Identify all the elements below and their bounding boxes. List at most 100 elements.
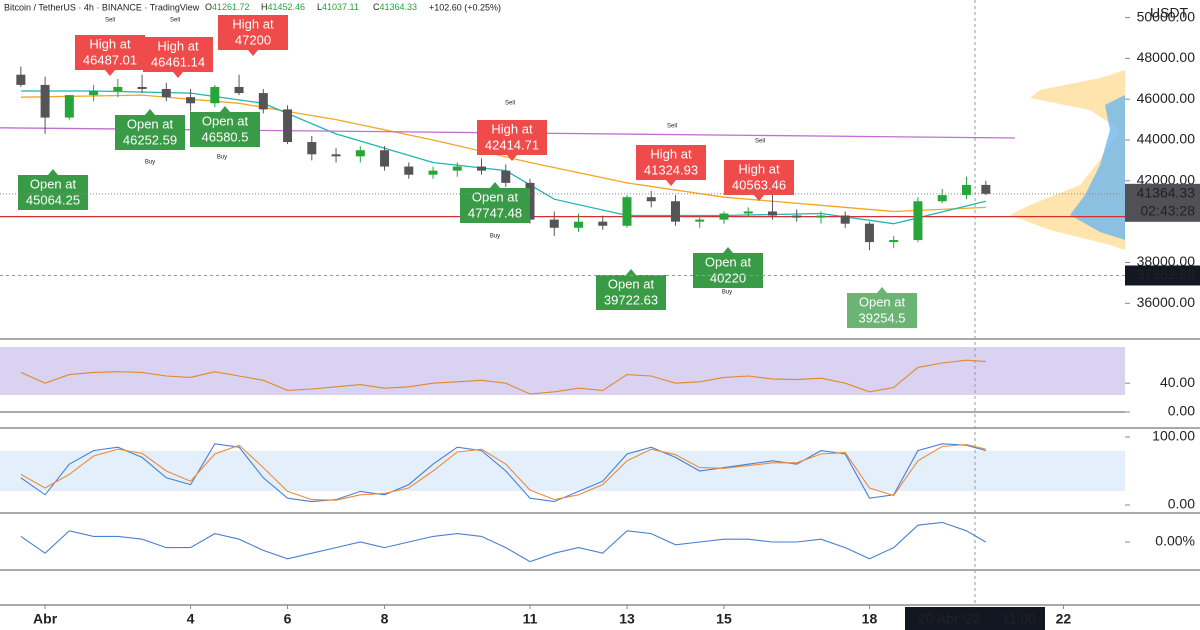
crosshair-price-bg: [1125, 265, 1200, 286]
candle-body: [695, 219, 705, 222]
cursor-time: 11:00: [1002, 611, 1036, 627]
annotation-pointer: [145, 109, 155, 115]
signal: Sell: [755, 139, 765, 145]
annotation-box: [596, 275, 666, 310]
candle-body: [598, 221, 608, 226]
signal: Buy: [490, 234, 500, 240]
y-tick-label: 42000.00: [1137, 172, 1196, 188]
signal: Sell: [667, 124, 677, 130]
candle-body: [981, 184, 991, 194]
annotation-pointer: [666, 180, 676, 186]
crosshair-price: 37362.88: [1137, 266, 1196, 282]
y-tick-label: 46000.00: [1137, 90, 1196, 106]
annotation-box: [477, 120, 547, 155]
candle-body: [161, 88, 171, 98]
annotation-box: [115, 115, 185, 150]
candle-body: [355, 150, 365, 157]
signal: Buy: [722, 290, 732, 296]
annotation-box: [847, 293, 917, 328]
annotation-value: 46461.14: [151, 54, 205, 69]
annotation-value: 40563.46: [732, 177, 786, 192]
annotation-label: High at: [232, 16, 274, 31]
header-symbol: Bitcoin / TetherUS · 4h · BINANCE · Trad…: [4, 2, 200, 12]
volume-profile: [1070, 95, 1125, 240]
x-tick-label: 4: [187, 611, 195, 627]
candle-body: [331, 154, 341, 157]
y-tick-label: 38000.00: [1137, 253, 1196, 269]
candle-body: [210, 86, 220, 104]
annotation-box: [218, 15, 288, 50]
annotation-value: 47747.48: [468, 205, 522, 220]
ohlc: C41364.33: [373, 2, 417, 12]
y-tick-label: 0.00: [1168, 403, 1195, 419]
annotation-label: Open at: [705, 254, 752, 269]
annotation-label: High at: [89, 36, 131, 51]
signal: Sell: [105, 18, 115, 24]
candle-body: [840, 215, 850, 224]
y-tick-label: 48000.00: [1137, 49, 1196, 65]
candle-body: [889, 240, 899, 243]
y-tick-label: 100.00: [1152, 428, 1195, 444]
candle-body: [719, 213, 729, 220]
stoch-band: [0, 451, 1125, 491]
annotation-pointer: [877, 287, 887, 293]
annotation-value: 47200: [235, 32, 271, 47]
candle-body: [816, 215, 826, 218]
line: [20, 443, 986, 501]
candle-body: [767, 211, 777, 216]
annotation-box: [693, 253, 763, 288]
candle-body: [137, 86, 147, 89]
y-tick-label: 0.00: [1168, 496, 1195, 512]
annotation-value: 41324.93: [644, 162, 698, 177]
candle-body: [404, 166, 414, 175]
candle-body: [428, 170, 438, 175]
candle-body: [113, 86, 123, 92]
annotation-box: [75, 35, 145, 70]
candle-body: [89, 91, 99, 96]
candle-body: [525, 182, 535, 220]
candle-body: [743, 211, 753, 214]
annotation-label: High at: [650, 146, 692, 161]
annotation-label: High at: [491, 121, 533, 136]
annotation-box: [143, 37, 213, 72]
signal: Buy: [217, 155, 227, 161]
annotation-value: 45064.25: [26, 192, 80, 207]
last-price: 41364.33: [1137, 185, 1196, 201]
ohlc-label: H: [261, 2, 268, 12]
ohlc: H41452.46: [261, 2, 305, 12]
annotation-value: 46252.59: [123, 132, 177, 147]
candle-body: [622, 197, 632, 226]
annotation-box: [636, 145, 706, 180]
x-tick-label: 18: [862, 611, 878, 627]
candle-body: [234, 86, 244, 94]
candle-body: [670, 201, 680, 222]
annotation-pointer: [754, 195, 764, 201]
ohlc-value: 41364.33: [380, 2, 418, 12]
annotation-pointer: [173, 72, 183, 78]
ohlc-value: 41452.46: [268, 2, 306, 12]
annotation-value: 46487.01: [83, 52, 137, 67]
annotation-pointer: [490, 182, 500, 188]
annotation-pointer: [220, 106, 230, 112]
signal: Sell: [505, 101, 515, 107]
x-tick-label: 8: [381, 611, 389, 627]
annotation-box: [18, 175, 88, 210]
annotation-pointer: [105, 70, 115, 76]
line: [20, 443, 986, 503]
currency: USDT: [1150, 5, 1189, 21]
last-price-bg: [1125, 183, 1200, 204]
candle-body: [477, 166, 487, 171]
annotation-value: 40220: [710, 270, 746, 285]
candle-body: [501, 170, 511, 183]
annotation-pointer: [723, 247, 733, 253]
cursor-date: 20 Abr '22: [918, 611, 981, 627]
